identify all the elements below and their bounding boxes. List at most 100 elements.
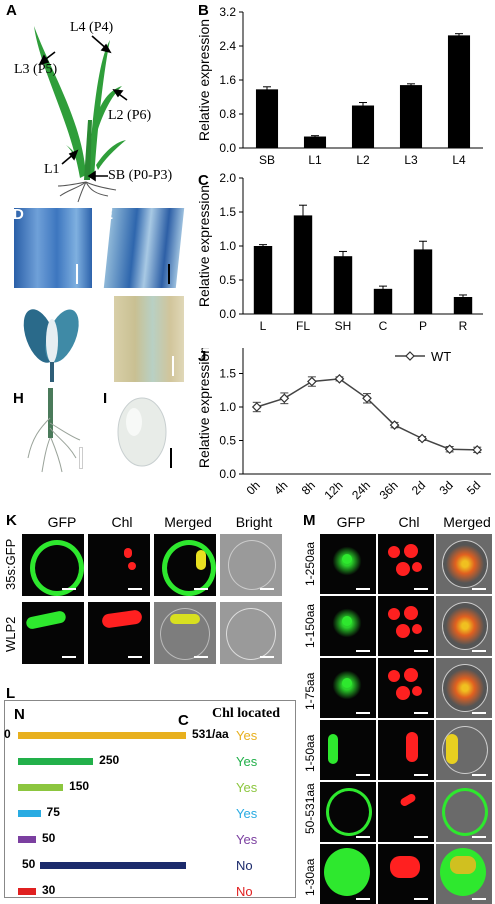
bar — [333, 256, 353, 314]
m-image-3-1 — [378, 720, 434, 780]
panel-label-b: B — [198, 2, 209, 19]
legend-label: WT — [431, 349, 451, 364]
construct-start-label: 0 — [4, 727, 11, 741]
m-image-2-1 — [378, 658, 434, 718]
y-tick-label: 1.0 — [219, 400, 236, 414]
bar — [399, 85, 423, 148]
y-tick-label: 1.0 — [219, 239, 236, 253]
k-row-wlp2: WLP2 — [3, 616, 18, 652]
construct-bar — [18, 888, 36, 895]
m-image-5-2 — [436, 844, 492, 904]
bar — [351, 105, 375, 148]
x-tick-label: SB — [259, 153, 275, 167]
construct-located: Yes — [236, 806, 258, 821]
k-image-1-2 — [154, 602, 216, 664]
photo-f-flower-gus — [10, 296, 95, 382]
m-image-1-2 — [436, 596, 492, 656]
construct-start-label: 50 — [22, 857, 36, 871]
l-header-c: C — [178, 712, 189, 729]
m-row-label: 1-75aa — [303, 672, 317, 710]
x-tick-label: L — [260, 319, 267, 333]
x-tick-label: R — [459, 319, 468, 333]
photo-g-stem — [100, 296, 186, 382]
l-header-located: Chl located — [212, 706, 281, 721]
x-tick-label: L4 — [452, 153, 466, 167]
construct-bar — [18, 758, 94, 765]
l-header-n: N — [14, 706, 25, 723]
x-tick-label: 3d — [436, 478, 455, 497]
m-image-5-0 — [320, 844, 376, 904]
data-point — [362, 393, 372, 404]
construct-end-label: 531/aa — [192, 727, 229, 741]
stem — [84, 120, 92, 180]
chart-b: 0.0 0.8 1.6 2.4 3.2 Relative expression SB L1 L2… — [196, 5, 483, 167]
bar — [255, 89, 279, 148]
series-line — [256, 378, 478, 451]
panel-label-f: F — [13, 298, 23, 315]
k-col-chl: Chl — [111, 514, 133, 530]
label-l1: L1 — [44, 162, 60, 177]
y-tick-label: 0.5 — [219, 434, 236, 448]
construct-bar — [18, 784, 64, 791]
data-point — [389, 420, 400, 430]
y-tick-label: 0.5 — [219, 273, 236, 287]
m-col-gfp: GFP — [336, 514, 366, 530]
label-l2: L2 (P6) — [108, 108, 152, 123]
roots — [57, 181, 117, 203]
construct-end-label: 50 — [42, 831, 56, 845]
photo-e-leaf-gus — [100, 204, 186, 290]
y-tick-label: 0.0 — [219, 141, 236, 155]
m-row-label: 1-250aa — [303, 541, 317, 586]
data-point — [251, 402, 262, 412]
m-image-0-0 — [320, 534, 376, 594]
panel-label-l: L — [6, 685, 16, 702]
leaf-low — [96, 140, 126, 170]
panel-label-a: A — [6, 2, 17, 19]
k-col-merged: Merged — [164, 514, 212, 530]
panel-label-d: D — [13, 206, 24, 223]
m-row-label: 1-50aa — [303, 734, 317, 772]
y-tick-label: 0.0 — [219, 467, 236, 481]
m-image-0-2 — [436, 534, 492, 594]
panel-label-g: G — [103, 298, 115, 315]
m-col-chl: Chl — [398, 514, 420, 530]
arrows — [38, 35, 128, 182]
x-tick-label: 0h — [244, 478, 263, 497]
construct-located: Yes — [236, 832, 258, 847]
k-image-0-0 — [22, 534, 84, 596]
data-point — [307, 376, 317, 387]
x-tick-label: 12h — [322, 478, 346, 502]
m-image-4-2 — [436, 782, 492, 842]
m-image-2-2 — [436, 658, 492, 718]
construct-located: Yes — [236, 754, 258, 769]
label-l3: L3 (P5) — [14, 62, 58, 77]
y-tick-label: 3.2 — [219, 5, 236, 19]
m-image-2-0 — [320, 658, 376, 718]
x-tick-label: FL — [296, 319, 310, 333]
m-image-4-1 — [378, 782, 434, 842]
y-tick-label: 1.5 — [219, 367, 236, 381]
construct-bar — [18, 836, 36, 843]
x-tick-label: L1 — [308, 153, 322, 167]
label-l4: L4 (P4) — [70, 20, 114, 35]
panel-label-k: K — [6, 512, 17, 529]
x-tick-label: C — [379, 319, 388, 333]
x-tick-label: 5d — [464, 478, 483, 497]
y-tick-label: 1.5 — [219, 205, 236, 219]
x-tick-label: L3 — [404, 153, 418, 167]
k-col-gfp: GFP — [47, 514, 77, 530]
m-row-label: 50-531aa — [303, 783, 317, 834]
x-tick-label: 36h — [377, 478, 401, 502]
bar — [413, 249, 433, 314]
y-axis-label: Relative expression — [196, 19, 212, 141]
bar — [373, 288, 393, 314]
panel-label-i: I — [103, 390, 108, 407]
construct-bar — [40, 862, 186, 869]
k-col-bright: Bright — [235, 514, 273, 530]
construct-located: Yes — [236, 728, 258, 743]
m-image-5-1 — [378, 844, 434, 904]
bar — [453, 297, 473, 314]
construct-end-label: 75 — [46, 805, 60, 819]
construct-end-label: 250 — [99, 753, 120, 767]
panel-label-m: M — [303, 512, 316, 529]
